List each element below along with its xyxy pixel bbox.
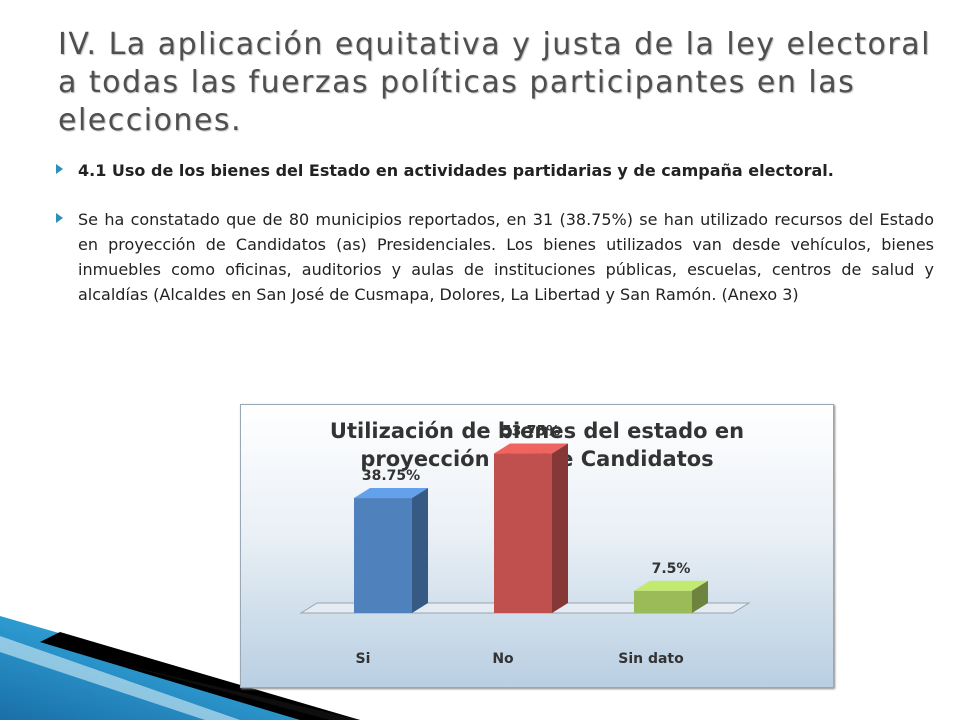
category-label-no: No (492, 651, 514, 667)
bullet-arrow-icon (56, 213, 63, 223)
bullet-item-2: Se ha constatado que de 80 municipios re… (52, 207, 934, 307)
bar-front-no (494, 453, 552, 613)
data-label-no: 53.75% (502, 424, 560, 440)
bar-front-si (354, 498, 412, 613)
bar-top-sin-dato (634, 580, 708, 591)
bar-side-sin-dato (692, 580, 708, 613)
bullet-list: 4.1 Uso de los bienes del Estado en acti… (52, 158, 934, 307)
corner-decoration (0, 616, 360, 720)
category-label-sin-dato: Sin dato (618, 651, 684, 667)
category-label-si: Si (356, 651, 371, 667)
bar-front-sin-dato (634, 590, 692, 613)
chart-plot: 38.75% Si 53.75% No 7.5% Sin dato (299, 424, 751, 667)
bullet-arrow-icon (56, 164, 63, 174)
slide-title: IV. La aplicación equitativa y justa de … (58, 27, 931, 138)
data-label-sin-dato: 7.5% (652, 561, 691, 577)
bar-top-no (494, 443, 568, 454)
bullet-text-1: 4.1 Uso de los bienes del Estado en acti… (78, 161, 834, 180)
bullet-item-1: 4.1 Uso de los bienes del Estado en acti… (52, 158, 934, 183)
chart-title-line-1: Utilización de bienes del estado en (329, 419, 745, 443)
bar-side-si (412, 488, 428, 613)
bar-top-si (354, 488, 428, 499)
bar-chart: Utilización de bienes del estado en proy… (240, 404, 834, 688)
bullet-text-2: Se ha constatado que de 80 municipios re… (78, 210, 934, 304)
bar-side-no (552, 443, 568, 613)
data-label-si: 38.75% (362, 468, 420, 484)
